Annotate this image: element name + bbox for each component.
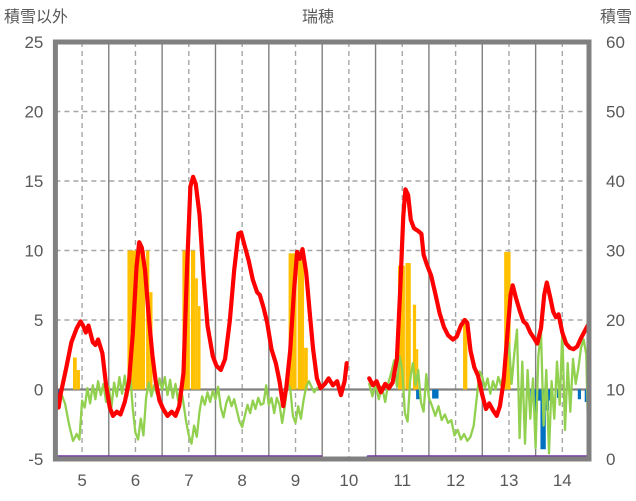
sunshine-bar [397,265,405,390]
right-axis-tick: 60 [606,33,625,52]
left-axis-tick: 15 [24,172,43,191]
x-axis-tick: 9 [291,471,300,490]
left-axis-title: 積雪以外 [4,9,69,26]
sunshine-bar [416,349,419,390]
x-axis-tick: 8 [237,471,246,490]
sunshine-bar [297,253,305,390]
sunshine-bar [190,250,196,390]
temperature-red-line [54,174,590,418]
right-axis-tick: 30 [606,242,625,261]
right-axis-tick: 50 [606,103,625,122]
x-axis-tick: 13 [499,471,518,490]
precipitation-bar [577,389,581,400]
precipitation-bar [533,389,538,412]
left-axis-tick: 25 [24,33,43,52]
precipitation-bar [432,389,439,399]
sunshine-bar [197,306,201,390]
precipitation-bar [537,389,541,401]
x-axis-tick: 11 [393,471,411,490]
sunshine-bar [304,347,308,390]
x-axis-tick: 6 [131,471,140,490]
left-axis-tick: 20 [24,103,43,122]
x-axis-tick: 10 [339,471,358,490]
plot-border [52,39,592,462]
right-axis-tick: 10 [606,381,625,400]
left-axis-tick: 5 [34,311,43,330]
chart-title: 瑞穂 [301,9,334,26]
right-axis-tick: 40 [606,172,625,191]
x-axis-tick: 5 [77,471,86,490]
sunshine-bar [76,370,80,390]
sunshine-bar [463,318,468,390]
right-axis-title: 積雪 [599,9,632,26]
sunshine-bar [412,304,417,390]
x-axis-tick: 12 [446,471,465,490]
x-axis-tick: 14 [553,471,572,490]
x-axis-tick: 7 [184,471,193,490]
right-axis-tick: 20 [606,311,625,330]
green-line [54,328,590,455]
sunshine-bar [195,278,198,390]
sunshine-bar [405,263,411,390]
precipitation-bar [416,389,420,400]
left-axis-tick: 0 [34,381,43,400]
right-axis-tick: 0 [606,450,615,469]
left-axis-tick: 10 [24,242,43,261]
left-axis-tick: -5 [28,450,43,469]
sunshine-bar [73,357,77,390]
